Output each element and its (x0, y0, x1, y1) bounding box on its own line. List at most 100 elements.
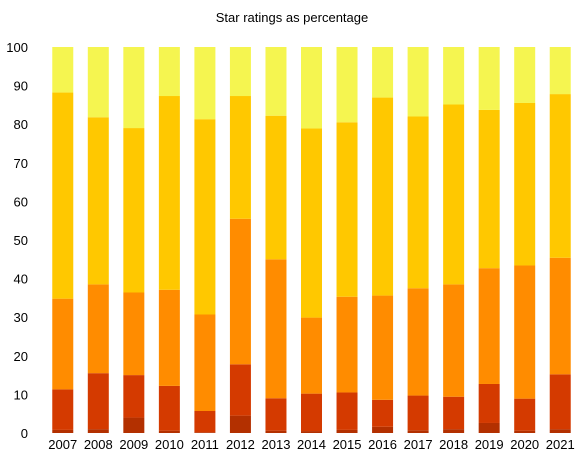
bar-segment-2020-3 (514, 102, 536, 266)
bar-segment-2011-2 (194, 314, 216, 411)
bar-segment-2009-1 (123, 375, 145, 418)
bars-group (52, 47, 571, 433)
bar-segment-2017-4 (407, 47, 429, 117)
y-tick-label: 70 (14, 156, 28, 171)
bar-segment-2021-1 (549, 374, 571, 430)
bar-segment-2020-0 (514, 430, 536, 433)
y-tick-label: 30 (14, 310, 28, 325)
bar-segment-2014-2 (301, 317, 322, 394)
bar-segment-2019-4 (478, 47, 500, 110)
bar-segment-2013-4 (265, 47, 287, 116)
bar-segment-2015-1 (336, 392, 358, 430)
bar-segment-2017-2 (407, 288, 429, 396)
bar-segment-2021-0 (549, 429, 571, 433)
bar-segment-2019-0 (478, 422, 500, 433)
bar-segment-2014-3 (301, 128, 322, 318)
bar-segment-2016-4 (372, 47, 394, 98)
bar-segment-2021-3 (549, 94, 571, 258)
bar-segment-2017-3 (407, 116, 429, 289)
y-tick-label: 10 (14, 387, 28, 402)
y-tick-label: 0 (21, 426, 28, 441)
bar-segment-2020-4 (514, 47, 536, 103)
bar-segment-2014-1 (301, 393, 322, 432)
bar-segment-2011-4 (194, 47, 216, 120)
bar-segment-2016-3 (372, 97, 394, 296)
x-tick-label: 2009 (119, 437, 148, 452)
bar-segment-2018-1 (443, 396, 465, 430)
bar-segment-2010-4 (158, 47, 180, 97)
bar-segment-2009-3 (123, 128, 145, 293)
bar-segment-2019-3 (478, 109, 500, 269)
bar-segment-2009-0 (123, 417, 145, 433)
bar-segment-2018-4 (443, 47, 465, 105)
x-tick-label: 2010 (155, 437, 184, 452)
bar-segment-2008-0 (87, 429, 109, 433)
bar-segment-2016-0 (372, 426, 394, 433)
bar-segment-2010-0 (158, 430, 180, 433)
bar-segment-2010-3 (158, 96, 180, 290)
y-tick-label: 20 (14, 349, 28, 364)
bar-segment-2009-2 (123, 292, 145, 376)
bar-segment-2014-0 (301, 431, 322, 433)
y-tick-label: 50 (14, 233, 28, 248)
x-tick-label: 2017 (404, 437, 433, 452)
x-tick-label: 2019 (475, 437, 504, 452)
bar-segment-2015-2 (336, 296, 358, 393)
bar-segment-2008-4 (87, 47, 109, 118)
bar-segment-2021-4 (549, 47, 571, 95)
bar-segment-2018-2 (443, 284, 465, 397)
bar-segment-2011-3 (194, 119, 216, 315)
bar-segment-2008-2 (87, 284, 109, 374)
y-tick-label: 60 (14, 194, 28, 209)
bar-segment-2017-0 (407, 430, 429, 433)
y-tick-label: 40 (14, 272, 28, 287)
bar-segment-2012-1 (229, 364, 251, 416)
x-tick-label: 2012 (226, 437, 255, 452)
y-tick-label: 90 (14, 79, 28, 94)
bar-segment-2018-0 (443, 429, 465, 433)
bar-segment-2014-4 (301, 47, 322, 129)
bar-segment-2016-2 (372, 295, 394, 400)
bar-segment-2017-1 (407, 395, 429, 431)
bar-segment-2012-2 (229, 218, 251, 365)
x-tick-label: 2020 (510, 437, 539, 452)
x-tick-label: 2015 (333, 437, 362, 452)
x-tick-label: 2014 (297, 437, 326, 452)
x-tick-label: 2011 (191, 437, 219, 452)
bar-segment-2007-4 (52, 47, 74, 93)
x-tick-label: 2016 (368, 437, 397, 452)
y-tick-label: 100 (6, 40, 28, 55)
chart-title: Star ratings as percentage (215, 10, 369, 25)
bar-segment-2013-0 (265, 430, 287, 433)
bar-segment-2012-4 (229, 47, 251, 97)
bar-segment-2007-1 (52, 389, 74, 430)
bar-segment-2020-2 (514, 265, 536, 399)
bar-segment-2008-1 (87, 373, 109, 430)
bar-segment-2010-2 (158, 289, 180, 386)
y-axis: 0 10 20 30 40 50 60 70 80 90 100 (6, 40, 28, 441)
bar-segment-2012-3 (229, 96, 251, 219)
bar-segment-2018-3 (443, 104, 465, 285)
x-tick-label: 2008 (84, 437, 113, 452)
bar-segment-2019-1 (478, 383, 500, 423)
bar-segment-2015-4 (336, 47, 358, 123)
bar-segment-2007-0 (52, 429, 74, 433)
x-tick-label: 2021 (546, 437, 575, 452)
bar-segment-2010-1 (158, 385, 180, 431)
bar-segment-2015-0 (336, 429, 358, 433)
bar-segment-2011-1 (194, 411, 216, 433)
x-tick-label: 2018 (439, 437, 468, 452)
bar-segment-2015-3 (336, 122, 358, 297)
bar-segment-2013-3 (265, 115, 287, 260)
bar-segment-2008-3 (87, 117, 109, 285)
bar-segment-2011-0 (194, 432, 216, 433)
bar-segment-2009-4 (123, 47, 145, 129)
bar-segment-2012-0 (229, 415, 251, 433)
bar-segment-2021-2 (549, 257, 571, 375)
bar-segment-2019-2 (478, 268, 500, 384)
x-tick-label: 2013 (262, 437, 291, 452)
x-axis: 2007 2008 2009 2010 2011 2012 2013 2014 2015 2016… (48, 437, 574, 452)
bar-segment-2016-1 (372, 399, 394, 427)
bar-segment-2020-1 (514, 398, 536, 431)
